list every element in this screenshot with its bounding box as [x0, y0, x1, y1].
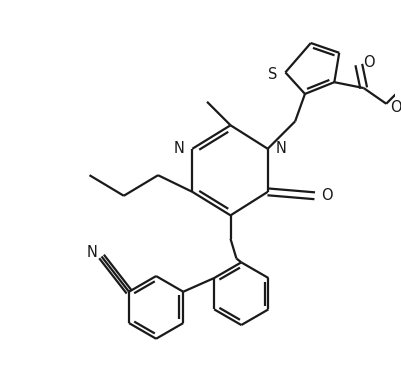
Text: O: O	[362, 55, 373, 70]
Text: O: O	[320, 188, 332, 203]
Text: N: N	[275, 141, 286, 156]
Text: S: S	[267, 67, 277, 82]
Text: N: N	[86, 245, 97, 260]
Text: N: N	[173, 141, 184, 156]
Text: O: O	[389, 100, 401, 115]
